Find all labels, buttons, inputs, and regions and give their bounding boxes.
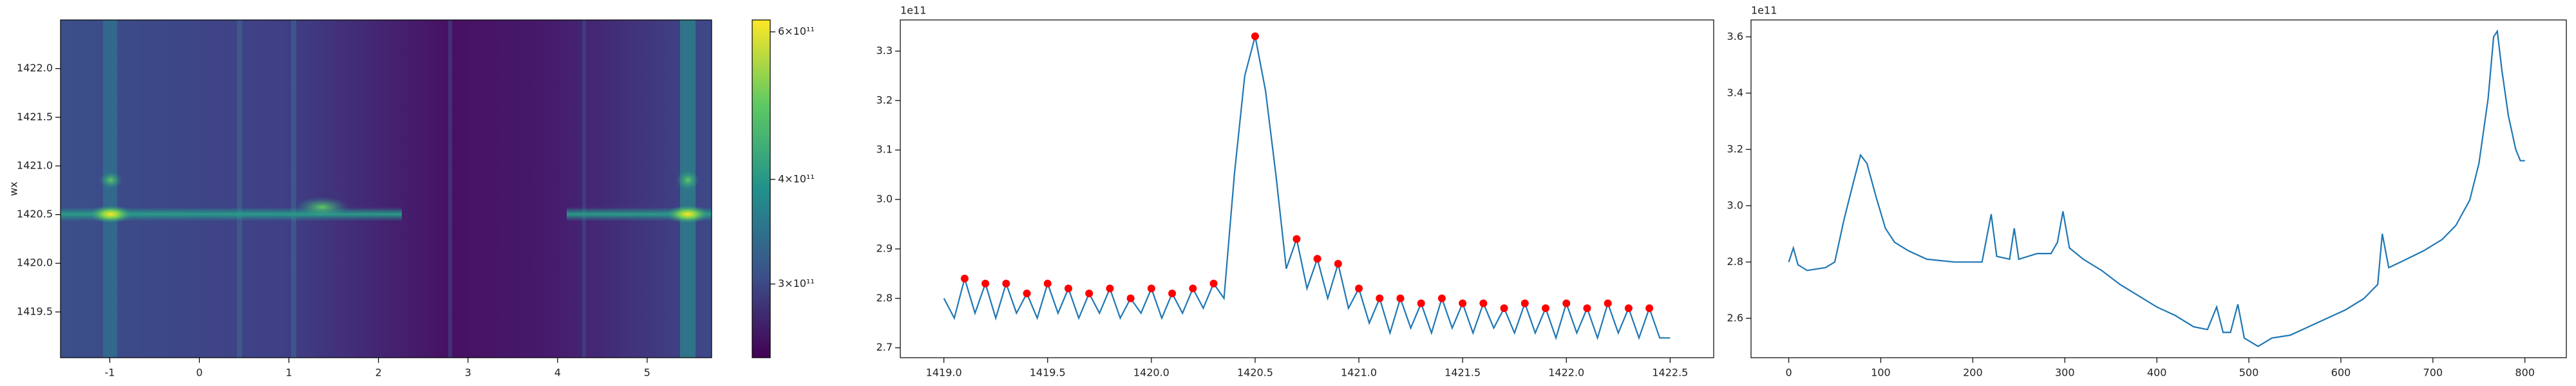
- peak-marker: [960, 275, 969, 283]
- peak-marker: [1624, 304, 1633, 313]
- peak-marker: [1459, 299, 1467, 308]
- y-tick-label: 3.1: [876, 143, 893, 156]
- peak-marker: [1209, 279, 1218, 288]
- x-tick-label: 0: [196, 367, 202, 379]
- x-tick-label: 700: [2423, 367, 2443, 379]
- y-tick-label: 3.2: [876, 94, 893, 106]
- peak-marker: [1168, 290, 1177, 298]
- peak-marker: [1396, 294, 1405, 302]
- y-tick-label: 3.0: [876, 193, 893, 205]
- peak-marker: [1500, 304, 1508, 313]
- peak-marker: [1002, 279, 1010, 288]
- y-axis-label: wx: [8, 181, 20, 196]
- offset-text: 1e11: [1751, 5, 1777, 17]
- x-tick-label: 3: [465, 367, 471, 379]
- peak-marker: [1106, 284, 1114, 293]
- peak-marker: [1479, 299, 1488, 308]
- peak-marker: [1064, 284, 1072, 293]
- colorbar-tick-label: 4×10¹¹: [778, 172, 815, 185]
- y-tick-label: 1421.5: [17, 111, 53, 123]
- peak-marker: [1126, 294, 1135, 302]
- colorbar-tick-label: 6×10¹¹: [778, 25, 815, 37]
- y-tick-label: 1421.0: [17, 159, 53, 171]
- y-tick-label: 3.3: [876, 44, 893, 57]
- x-tick-label: 1421.5: [1444, 367, 1481, 379]
- data-line: [1788, 29, 2525, 347]
- peak-marker: [1147, 284, 1155, 293]
- y-tick-label: 2.7: [876, 341, 893, 353]
- y-tick-label: 2.8: [1727, 255, 1743, 268]
- y-tick-label: 1420.5: [17, 208, 53, 220]
- heatmap-image: [61, 20, 712, 358]
- axes-frame: [1750, 19, 2567, 358]
- x-tick-label: 300: [2055, 367, 2075, 379]
- y-tick-label: 2.6: [1727, 311, 1743, 324]
- x-tick-label: 1422.0: [1548, 367, 1584, 379]
- peak-marker: [1437, 294, 1446, 302]
- x-tick-label: 1422.5: [1652, 367, 1688, 379]
- colorbar-frame: [752, 19, 771, 358]
- x-tick-label: 0: [1785, 367, 1792, 379]
- x-tick-label: 1420.5: [1237, 367, 1273, 379]
- peak-marker: [1251, 32, 1259, 41]
- x-tick-label: 800: [2515, 367, 2535, 379]
- x-tick-label: 500: [2239, 367, 2259, 379]
- y-tick-label: 2.8: [876, 291, 893, 304]
- peak-marker: [1293, 235, 1301, 243]
- peak-marker: [1023, 290, 1031, 298]
- y-tick-label: 3.0: [1727, 199, 1743, 211]
- x-tick-label: 1419.0: [926, 367, 962, 379]
- y-tick-label: 1422.0: [17, 62, 53, 74]
- x-tick-label: 1: [286, 367, 292, 379]
- data-line: [943, 36, 1671, 340]
- colorbar-tick-label: 3×10¹¹: [778, 277, 815, 290]
- x-tick-label: 1421.0: [1341, 367, 1377, 379]
- peak-marker: [1376, 294, 1384, 302]
- x-tick-label: 5: [644, 367, 650, 379]
- peak-marker: [1520, 299, 1529, 308]
- x-tick-label: 2: [375, 367, 382, 379]
- peak-marker: [1542, 304, 1550, 313]
- y-tick-label: 1419.5: [17, 305, 53, 317]
- peak-marker: [1313, 255, 1321, 263]
- peak-marker: [1645, 304, 1654, 313]
- y-tick-label: 2.9: [876, 242, 893, 254]
- colorbar: [752, 20, 770, 358]
- peak-marker: [1334, 259, 1342, 268]
- y-tick-label: 3.4: [1727, 86, 1743, 98]
- x-tick-label: 200: [1963, 367, 1983, 379]
- peak-marker: [1189, 284, 1197, 293]
- x-tick-label: 400: [2147, 367, 2167, 379]
- x-tick-label: 1420.0: [1133, 367, 1170, 379]
- peak-marker: [981, 279, 990, 288]
- peak-marker: [1604, 299, 1612, 308]
- axes-frame: [60, 19, 712, 358]
- y-tick-label: 1420.0: [17, 257, 53, 269]
- peak-marker: [1043, 279, 1052, 288]
- peak-marker: [1355, 284, 1363, 293]
- y-tick-label: 3.2: [1727, 143, 1743, 155]
- y-tick-label: 3.6: [1727, 30, 1743, 42]
- peak-marker: [1583, 304, 1591, 313]
- x-tick-label: 1419.5: [1030, 367, 1066, 379]
- x-tick-label: 100: [1871, 367, 1891, 379]
- peak-marker: [1417, 299, 1425, 308]
- x-tick-label: -1: [105, 367, 115, 379]
- x-tick-label: 600: [2331, 367, 2351, 379]
- axes-frame: [900, 19, 1714, 358]
- offset-text: 1e11: [900, 5, 926, 17]
- peak-marker: [1562, 299, 1571, 308]
- peak-marker: [1085, 290, 1094, 298]
- x-tick-label: 4: [554, 367, 561, 379]
